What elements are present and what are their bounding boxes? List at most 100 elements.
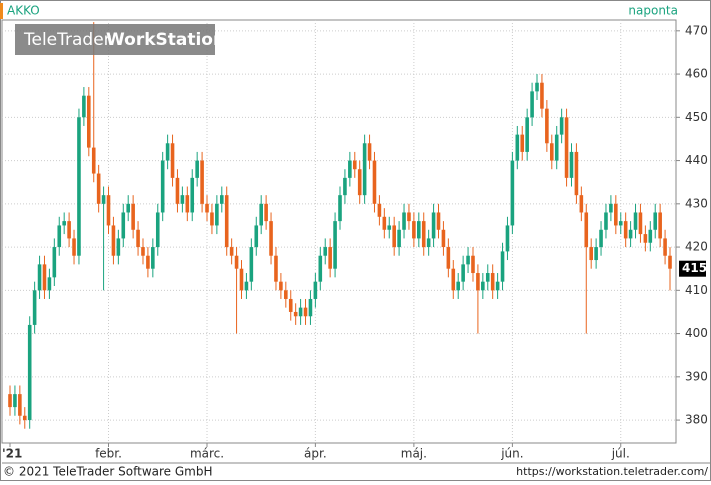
candle-body [594, 247, 598, 261]
candle-body [215, 203, 219, 226]
candle-body [8, 394, 12, 408]
candle-body [407, 212, 411, 222]
candle-body [382, 216, 387, 230]
candle-body [205, 203, 209, 213]
candle-body [279, 281, 283, 291]
y-tick-label: 400 [685, 326, 708, 340]
candle-body [343, 177, 347, 196]
candle-body [402, 212, 406, 230]
candle-body [426, 238, 431, 248]
candle-body [106, 195, 111, 226]
candle-body [564, 117, 569, 178]
candle-body [175, 177, 180, 204]
candle-body [313, 281, 318, 299]
candle-body [87, 95, 91, 148]
candle-body [559, 117, 564, 135]
plot-area [1, 19, 677, 444]
candle-body [446, 247, 451, 269]
candle-body [72, 238, 76, 256]
candle-body [599, 229, 603, 248]
candle-body [397, 229, 401, 248]
candle-body [338, 195, 342, 222]
candle-body [244, 281, 249, 291]
candle-body [27, 324, 32, 421]
candle-body [96, 173, 101, 204]
candle-body [210, 212, 214, 226]
y-tick-label: 430 [685, 196, 708, 210]
candle-body [22, 415, 27, 421]
candle-body [515, 134, 520, 161]
candle-body [126, 203, 131, 213]
candle-body [146, 255, 150, 269]
candle-body [648, 229, 653, 243]
candle-body [574, 151, 579, 196]
watermark-box [15, 24, 215, 55]
candle-body [461, 264, 465, 282]
candle-body [633, 212, 638, 230]
candle-body [308, 298, 313, 317]
candle-body [323, 247, 328, 256]
last-price-box [679, 260, 706, 277]
candle-body [569, 151, 574, 178]
candle-body [111, 225, 116, 256]
candle-body [663, 238, 667, 256]
candle-body [269, 221, 273, 256]
candle-body [91, 147, 96, 174]
candle-body [82, 95, 86, 118]
watermark-product: WorkStation [106, 30, 225, 50]
candle-body [37, 264, 42, 291]
symbol-marker [0, 3, 3, 19]
candle-body [52, 247, 57, 278]
candle-body [121, 212, 126, 239]
candle-body [254, 225, 259, 248]
candle-body [377, 203, 382, 217]
candle-body [219, 195, 224, 204]
candle-body [155, 212, 160, 248]
candle-body [466, 255, 470, 265]
candle-body [357, 169, 362, 196]
candle-body [614, 203, 618, 226]
candle-body [185, 195, 190, 213]
candle-body [328, 247, 332, 269]
candle-body [530, 91, 534, 118]
candle-body [604, 212, 608, 230]
candle-body [412, 221, 416, 239]
candle-body [485, 273, 490, 282]
candle-body [136, 229, 140, 248]
y-tick-label: 450 [685, 110, 708, 124]
candle-body [259, 203, 263, 226]
candle-body [333, 221, 337, 269]
symbol: AKKO [7, 4, 40, 18]
candle-body [303, 307, 308, 317]
candle-body [284, 290, 288, 299]
candle-body [229, 247, 234, 256]
candle-body [628, 229, 633, 239]
candle-body [362, 143, 367, 196]
candle-body [668, 255, 672, 269]
candle-body [643, 234, 648, 243]
candle-body [476, 273, 480, 291]
candle-body [264, 203, 268, 222]
candle-body [658, 212, 662, 239]
y-tick-label: 460 [685, 67, 708, 81]
candle-body [13, 394, 17, 408]
candle-body [579, 195, 584, 213]
plot [2, 20, 676, 443]
candle-body [421, 221, 426, 248]
candle-body [589, 247, 593, 261]
candle-body [170, 143, 175, 178]
candle-body [32, 290, 37, 325]
x-tick-label: máj. [401, 447, 427, 461]
candle-body [618, 221, 623, 226]
candle-body [500, 251, 505, 282]
candle-body [234, 255, 239, 269]
candle-body [352, 160, 357, 170]
candle-body [653, 212, 658, 230]
candle-body [318, 255, 323, 282]
candle-body [436, 212, 441, 230]
x-tick-label: júl. [611, 447, 630, 461]
candle-body [554, 134, 559, 161]
url: https://workstation.teletrader.com/ [516, 465, 708, 478]
candle-body [490, 273, 495, 291]
